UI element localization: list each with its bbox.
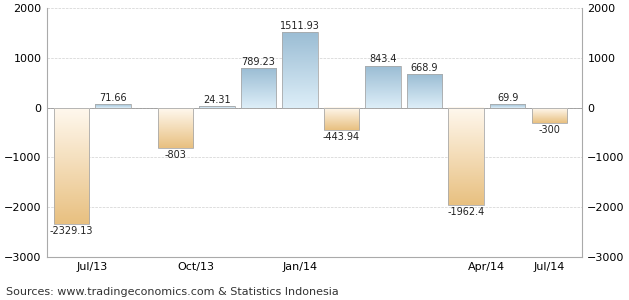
Bar (158, 108, 193, 148)
Text: -300: -300 (538, 124, 560, 135)
Text: 668.9: 668.9 (411, 63, 438, 73)
Bar (241, 68, 276, 108)
Bar (407, 74, 442, 108)
Bar (96, 104, 131, 108)
Text: 71.66: 71.66 (99, 93, 127, 103)
Text: -443.94: -443.94 (323, 132, 360, 142)
Bar (365, 66, 401, 108)
Text: Sources: www.tradingeconomics.com & Statistics Indonesia: Sources: www.tradingeconomics.com & Stat… (6, 287, 339, 297)
Bar (490, 104, 525, 108)
Bar (448, 108, 484, 205)
Bar (324, 108, 359, 130)
Text: -2329.13: -2329.13 (50, 226, 93, 236)
Text: 843.4: 843.4 (369, 54, 397, 64)
Text: 24.31: 24.31 (203, 95, 231, 105)
Bar (532, 108, 567, 123)
Bar (199, 106, 235, 108)
Text: 69.9: 69.9 (497, 93, 518, 103)
Text: 1511.93: 1511.93 (280, 21, 320, 31)
Text: 789.23: 789.23 (242, 57, 276, 67)
Bar (54, 108, 89, 224)
Bar (282, 32, 318, 108)
Text: -1962.4: -1962.4 (447, 207, 485, 217)
Text: -803: -803 (164, 150, 186, 160)
